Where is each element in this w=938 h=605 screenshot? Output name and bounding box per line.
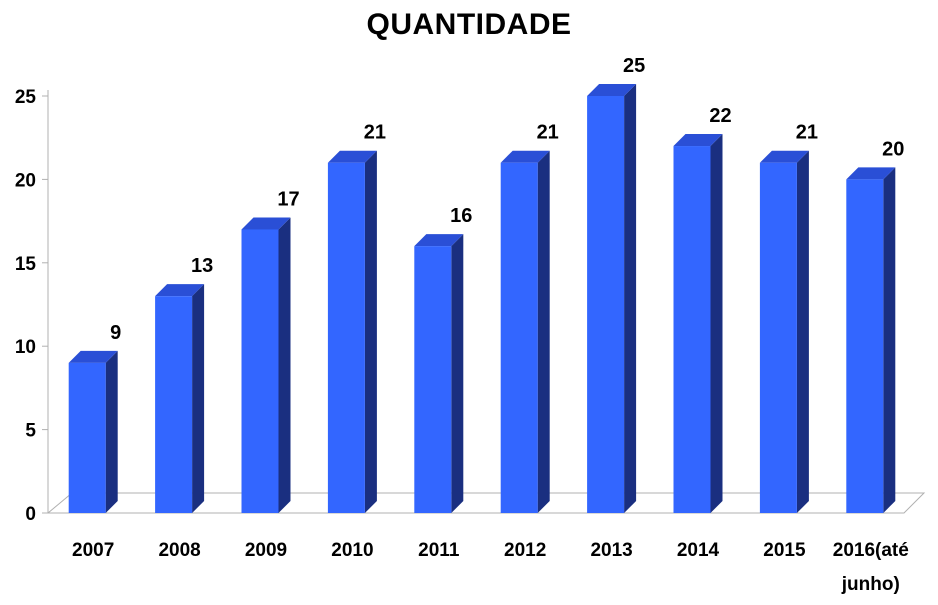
bar-side-face (364, 150, 377, 513)
bar-top-face (587, 84, 637, 96)
data-labels: 9 13 17 21 16 21 25 22 21 20 (110, 55, 904, 344)
data-label: 16 (450, 205, 472, 227)
bar-2009 (241, 217, 291, 513)
bar-top-face (500, 150, 550, 163)
bar-side-face (278, 217, 291, 513)
y-tick-label: 10 (15, 337, 36, 358)
bar-2016(até junho) (846, 167, 896, 513)
data-label: 21 (364, 122, 386, 144)
bar-top-face (673, 134, 723, 147)
bar-front-face (846, 179, 884, 513)
bar-2008 (155, 284, 205, 513)
x-tick-label: 2011 (418, 540, 460, 561)
x-tick-label: 2016(até junho) (833, 540, 909, 595)
bar-2013 (587, 84, 637, 513)
bar-2011 (414, 234, 464, 513)
bar-top-face (759, 150, 809, 163)
bar-front-face (500, 162, 538, 513)
chart-title: QUANTIDADE (366, 8, 572, 41)
bar-side-face (796, 150, 809, 513)
bar-front-face (155, 296, 193, 513)
bar-top-face (68, 350, 118, 363)
data-label: 22 (709, 105, 731, 127)
bar-side-face (451, 234, 464, 513)
x-tick-label: 2009 (245, 540, 287, 561)
y-tick-label: 5 (25, 421, 36, 442)
y-tick-label: 20 (15, 170, 36, 191)
x-tick-label: 2007 (72, 540, 114, 561)
y-tick-label: 0 (25, 504, 36, 525)
bar-2010 (327, 150, 377, 513)
bar-front-face (414, 246, 452, 513)
x-tick-label: 2014 (677, 540, 720, 561)
y-axis: 0 5 10 15 20 25 (15, 87, 49, 525)
bar-2015 (759, 150, 809, 513)
bar-side-face (710, 134, 723, 514)
bar-side-face (537, 150, 550, 513)
bar-side-face (883, 167, 896, 513)
bar-2012 (500, 150, 550, 513)
bar-top-face (846, 167, 896, 180)
bar-front-face (587, 96, 625, 513)
bar-top-face (241, 217, 291, 230)
bar-front-face (68, 362, 106, 513)
x-tick-label: 2008 (158, 540, 200, 561)
x-tick-label: 2012 (504, 540, 546, 561)
data-label: 21 (796, 122, 818, 144)
bar-front-face (673, 146, 711, 514)
bar-top-face (155, 284, 205, 297)
bar-top-face (327, 150, 377, 163)
bar-top-face (414, 234, 464, 247)
bar-side-face (192, 284, 205, 513)
x-tick-label: 2013 (590, 540, 632, 561)
bars (68, 84, 896, 514)
y-tick-label: 25 (15, 87, 37, 108)
data-label: 25 (623, 55, 645, 77)
bar-front-face (241, 229, 279, 513)
data-label: 13 (191, 255, 213, 277)
bar-2007 (68, 350, 118, 513)
bar-front-face (759, 162, 797, 513)
data-label: 20 (882, 138, 904, 160)
bar-side-face (105, 350, 118, 513)
x-tick-label: 2010 (331, 540, 373, 561)
bar-side-face (624, 84, 637, 513)
data-label: 9 (110, 322, 121, 344)
x-tick-label: 2015 (763, 540, 806, 561)
bar-front-face (327, 162, 365, 513)
x-axis: 2007 2008 2009 2010 2011 2012 2013 2014 2015 2016… (72, 540, 909, 595)
bar-2014 (673, 134, 723, 514)
data-label: 17 (277, 188, 299, 210)
y-tick-label: 15 (15, 254, 37, 275)
data-label: 21 (537, 122, 559, 144)
